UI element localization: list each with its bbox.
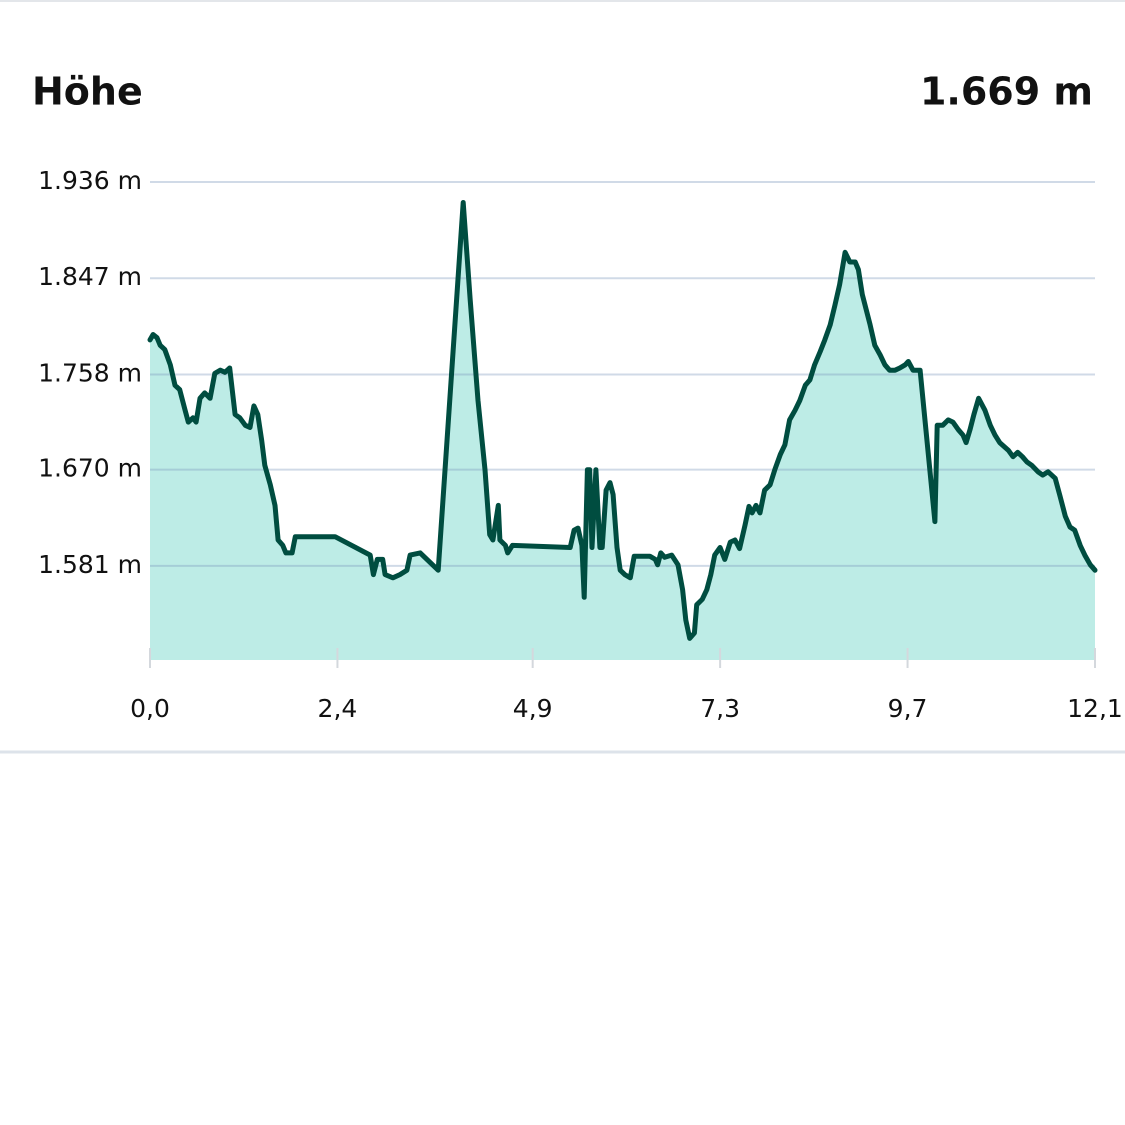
y-tick-label: 1.758 m [38, 358, 142, 387]
x-tick-label: 7,3 [700, 694, 740, 723]
x-tick-label: 0,0 [130, 694, 170, 723]
chart-title: Höhe [32, 70, 143, 114]
y-tick-label: 1.847 m [38, 262, 142, 291]
x-tick-label: 12,1 [1067, 694, 1123, 723]
x-tick-label: 9,7 [888, 694, 928, 723]
current-elevation: 1.669 m [920, 70, 1093, 114]
elevation-line [147, 200, 1098, 641]
y-tick-label: 1.670 m [38, 454, 142, 483]
x-tick-label: 2,4 [318, 694, 358, 723]
y-tick-label: 1.581 m [38, 550, 142, 579]
area-fill [150, 202, 1095, 660]
y-tick-label: 1.936 m [38, 166, 142, 195]
x-tick-label: 4,9 [513, 694, 553, 723]
